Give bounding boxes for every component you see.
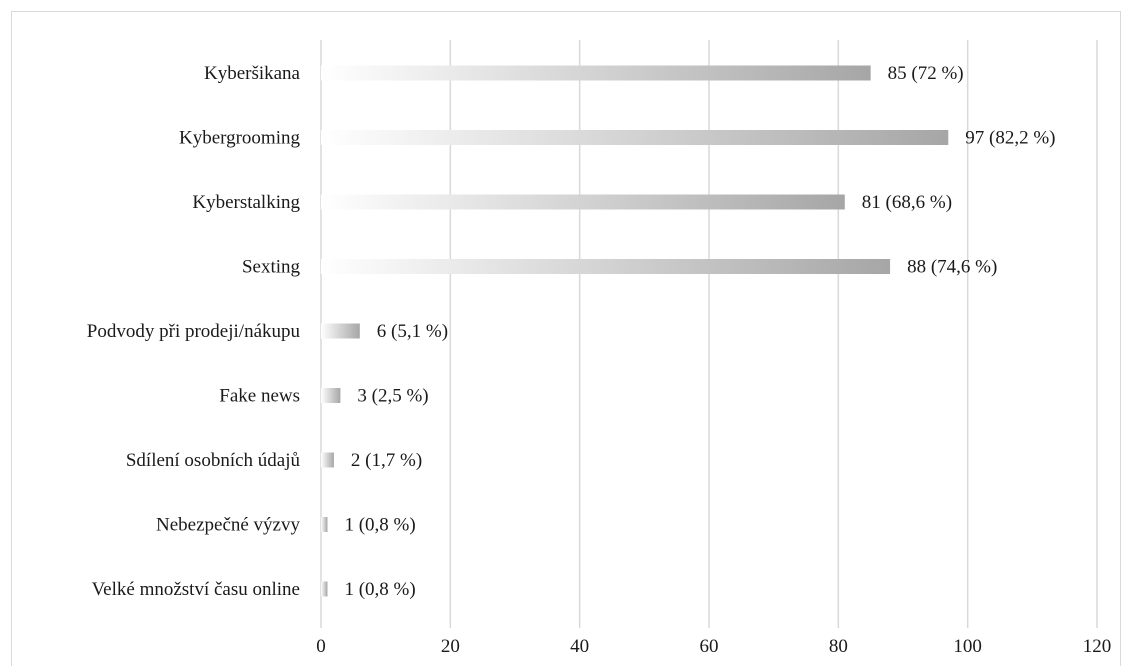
x-tick-label: 0 bbox=[316, 636, 326, 657]
x-tick-label: 100 bbox=[953, 636, 982, 657]
bar bbox=[321, 259, 891, 274]
category-label: Kyberstalking bbox=[192, 192, 300, 213]
x-axis-ticks: 0 20 40 60 80 100 120 bbox=[316, 636, 1111, 657]
bar bbox=[321, 130, 949, 145]
category-label: Podvody při prodeji/nákupu bbox=[87, 321, 301, 342]
x-tick-label: 120 bbox=[1083, 636, 1112, 657]
category-label: Sdílení osobních údajů bbox=[126, 450, 301, 471]
x-tick-label: 40 bbox=[570, 636, 589, 657]
category-label: Sexting bbox=[242, 257, 301, 278]
category-label: Fake news bbox=[219, 386, 300, 407]
category-labels: Kyberšikana Kybergrooming Kyberstalking Sex… bbox=[87, 63, 301, 600]
data-label: 2 (1,7 %) bbox=[351, 450, 422, 471]
data-label: 1 (0,8 %) bbox=[344, 515, 415, 536]
bar bbox=[321, 581, 328, 597]
category-label: Nebezpečné výzvy bbox=[156, 515, 301, 536]
bar bbox=[321, 65, 871, 81]
bar bbox=[321, 452, 334, 468]
data-label: 85 (72 %) bbox=[888, 63, 964, 84]
bar bbox=[321, 388, 341, 403]
category-label: Kybergrooming bbox=[179, 128, 301, 149]
bar bbox=[321, 517, 328, 532]
chart-frame bbox=[11, 11, 1121, 666]
data-label: 1 (0,8 %) bbox=[344, 579, 415, 600]
data-label: 3 (2,5 %) bbox=[357, 386, 428, 407]
x-tick-label: 80 bbox=[829, 636, 848, 657]
data-label: 88 (74,6 %) bbox=[907, 257, 997, 278]
bar bbox=[321, 194, 845, 210]
data-label: 81 (68,6 %) bbox=[862, 192, 952, 213]
x-tick-label: 60 bbox=[700, 636, 719, 657]
bars bbox=[321, 65, 949, 597]
bar bbox=[321, 323, 360, 339]
data-labels: 85 (72 %) 97 (82,2 %) 81 (68,6 %) 88 (74,6 … bbox=[344, 63, 1055, 600]
category-label: Kyberšikana bbox=[204, 63, 301, 84]
x-tick-label: 20 bbox=[441, 636, 460, 657]
data-label: 6 (5,1 %) bbox=[377, 321, 448, 342]
data-label: 97 (82,2 %) bbox=[965, 128, 1055, 149]
category-label: Velké množství času online bbox=[92, 579, 300, 600]
